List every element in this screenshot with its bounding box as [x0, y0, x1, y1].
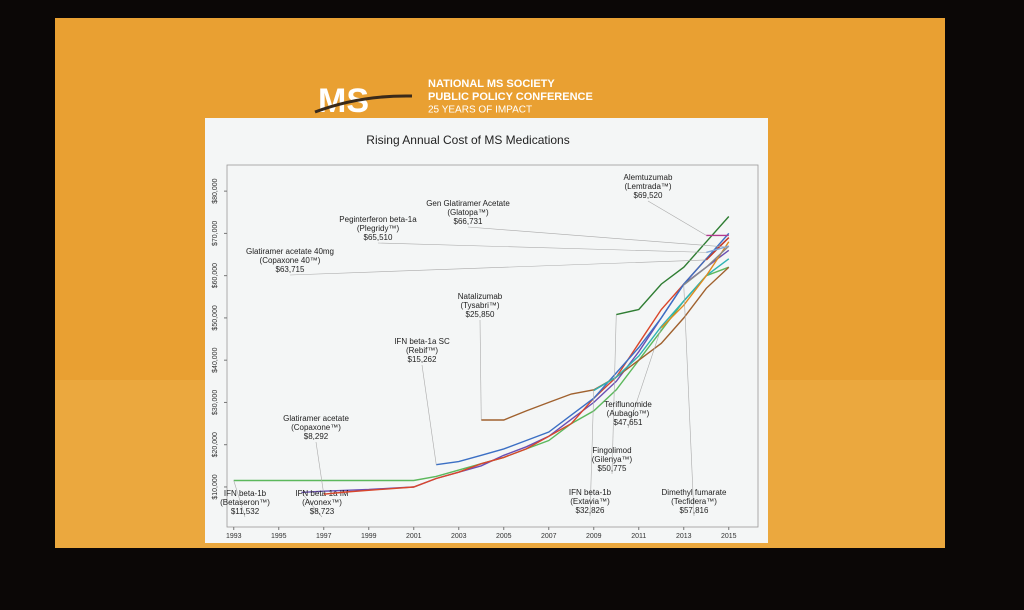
leader-line	[315, 441, 325, 495]
annotation-brand: (Lemtrada™)	[624, 182, 671, 191]
org-name: NATIONAL MS SOCIETY	[428, 78, 555, 90]
x-tick-label: 2003	[451, 533, 467, 540]
series-line	[683, 245, 730, 286]
y-tick-label: $20,000	[212, 432, 219, 457]
annotation-name: Teriflunomide	[604, 400, 652, 409]
series-line	[660, 241, 730, 329]
chart-title: Rising Annual Cost of MS Medications	[366, 133, 569, 147]
y-tick-label: $10,000	[212, 474, 219, 499]
annotation-brand: (Plegridy™)	[357, 224, 400, 233]
annotation-name: Gen Glatiramer Acetate	[426, 199, 510, 208]
x-tick-label: 1999	[361, 533, 377, 540]
leader-line	[647, 200, 707, 236]
annotation-price: $8,292	[304, 432, 329, 441]
leader-line	[421, 364, 437, 465]
x-tick-label: 2011	[631, 533, 646, 540]
x-tick-label: 2015	[721, 533, 737, 540]
y-tick-label: $80,000	[212, 178, 219, 203]
x-tick-label: 2007	[541, 533, 557, 540]
annotation-price: $65,510	[364, 233, 393, 242]
annotation-price: $32,826	[576, 506, 605, 515]
event-name: PUBLIC POLICY CONFERENCE	[428, 91, 593, 103]
annotation-price: $8,723	[310, 507, 335, 516]
annotation-name: Glatiramer acetate	[283, 414, 349, 423]
y-tick-label: $60,000	[212, 263, 219, 288]
annotation-name: IFN beta-1a SC	[394, 337, 450, 346]
annotation-brand: (Glatopa™)	[447, 208, 489, 217]
x-tick-label: 2009	[586, 533, 602, 540]
annotation-brand: (Betaseron™)	[220, 498, 270, 507]
series-line	[616, 216, 730, 316]
annotation-price: $47,651	[614, 418, 643, 427]
leader-line	[479, 319, 482, 420]
y-tick-label: $40,000	[212, 347, 219, 372]
annotation-name: IFN beta-1a IM	[295, 489, 349, 498]
y-tick-label: $70,000	[212, 221, 219, 246]
annotation-brand: (Copaxone™)	[291, 423, 341, 432]
leader-line	[301, 492, 323, 518]
leader-line	[467, 226, 729, 248]
annotation-brand: (Extavia™)	[570, 497, 610, 506]
y-tick-label: $30,000	[212, 390, 219, 415]
x-tick-label: 1995	[271, 533, 287, 540]
leader-line	[377, 242, 707, 253]
annotation-brand: (Tysabri™)	[460, 301, 499, 310]
leader-line	[611, 314, 617, 475]
chart-panel	[205, 118, 768, 543]
series-line	[323, 237, 730, 495]
annotation-brand: (Tecfidera™)	[671, 497, 717, 506]
annotation-price: $69,520	[634, 191, 663, 200]
x-tick-label: 2013	[676, 533, 692, 540]
x-tick-label: 2001	[406, 533, 422, 540]
x-tick-label: 1997	[316, 533, 332, 540]
annotation-brand: (Gilenya™)	[592, 455, 633, 464]
annotation-price: $15,262	[408, 355, 437, 364]
annotation-name: Dimethyl fumarate	[662, 488, 727, 497]
series-line	[436, 232, 730, 466]
annotation-brand: (Copaxone 40™)	[260, 256, 321, 265]
annotation-name: IFN beta-1b	[569, 488, 612, 497]
annotation-name: Natalizumab	[458, 292, 503, 301]
annotation-brand: (Aubagio™)	[607, 409, 650, 418]
annotation-brand: (Avonex™)	[302, 498, 342, 507]
y-tick-label: $50,000	[212, 305, 219, 330]
annotation-name: Fingolimod	[592, 446, 631, 455]
annotation-price: $66,731	[454, 217, 483, 226]
x-tick-label: 1993	[226, 533, 242, 540]
annotation-name: Peginterferon beta-1a	[339, 215, 417, 224]
annotation-price: $25,850	[466, 310, 495, 319]
annotation-price: $50,775	[598, 464, 627, 473]
x-tick-label: 2005	[496, 533, 512, 540]
annotation-brand: (Rebif™)	[406, 346, 438, 355]
leader-line	[289, 259, 707, 276]
plot-frame	[226, 164, 759, 528]
annotation-price: $63,715	[276, 265, 305, 274]
leader-line	[589, 390, 595, 517]
leader-line	[627, 327, 662, 429]
leader-line	[683, 284, 695, 517]
leader-line	[233, 480, 246, 518]
annotation-price: $11,532	[231, 507, 260, 516]
logo-swoosh	[314, 94, 413, 114]
annotation-name: Glatiramer acetate 40mg	[246, 247, 334, 256]
tagline: 25 YEARS OF IMPACT	[428, 105, 532, 116]
annotation-price: $57,816	[680, 506, 709, 515]
annotation-name: Alemtuzumab	[624, 173, 673, 182]
annotation-name: IFN beta-1b	[224, 489, 267, 498]
